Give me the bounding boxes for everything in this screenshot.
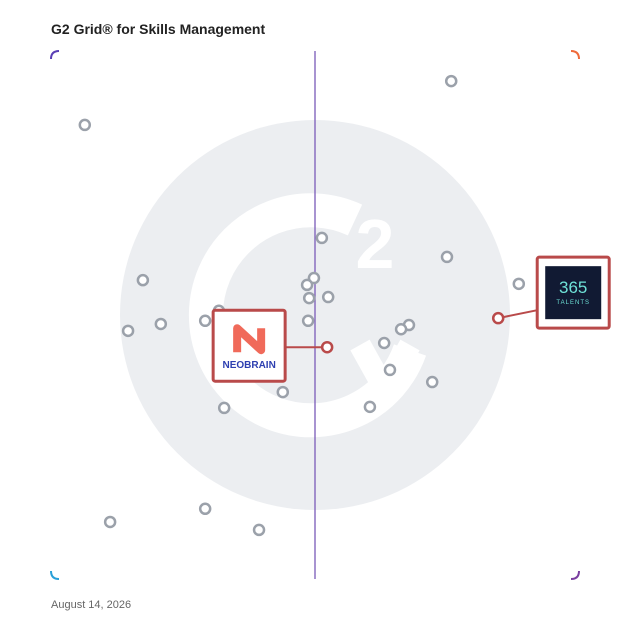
point: [78, 118, 92, 132]
point: [302, 291, 316, 305]
point: [512, 277, 526, 291]
logo-mark: [233, 324, 266, 355]
point: [383, 363, 397, 377]
point: [154, 317, 168, 331]
callout: 365 TALENTS: [535, 255, 611, 330]
date: August 14, 2026: [51, 599, 131, 611]
callout-connector: [498, 309, 538, 320]
svg-text:2: 2: [356, 205, 395, 283]
point: [198, 502, 212, 516]
point: [394, 323, 408, 336]
point: [276, 385, 290, 399]
logo-text: 365: [559, 278, 587, 297]
point: [440, 250, 454, 264]
logo-text: TALENTS: [556, 300, 590, 306]
logo-text: NEOBRAIN: [222, 360, 275, 371]
point: [315, 231, 329, 245]
callout-box: [211, 308, 287, 383]
chart-title: G2 Grid® for Skills Management: [51, 21, 265, 37]
point: [491, 311, 505, 325]
point: [363, 400, 377, 414]
callout: NEOBRAIN: [211, 308, 287, 383]
point: [103, 515, 117, 529]
point: [320, 340, 334, 354]
point: [321, 290, 335, 304]
point: [444, 74, 458, 88]
point: [425, 375, 439, 389]
logo-bg: [545, 266, 602, 320]
point: [121, 324, 135, 338]
point: [377, 336, 391, 350]
point: [217, 401, 231, 415]
point: [136, 273, 150, 287]
point: [198, 314, 212, 328]
point: [301, 314, 315, 328]
point: [300, 278, 314, 292]
point: [252, 523, 266, 537]
